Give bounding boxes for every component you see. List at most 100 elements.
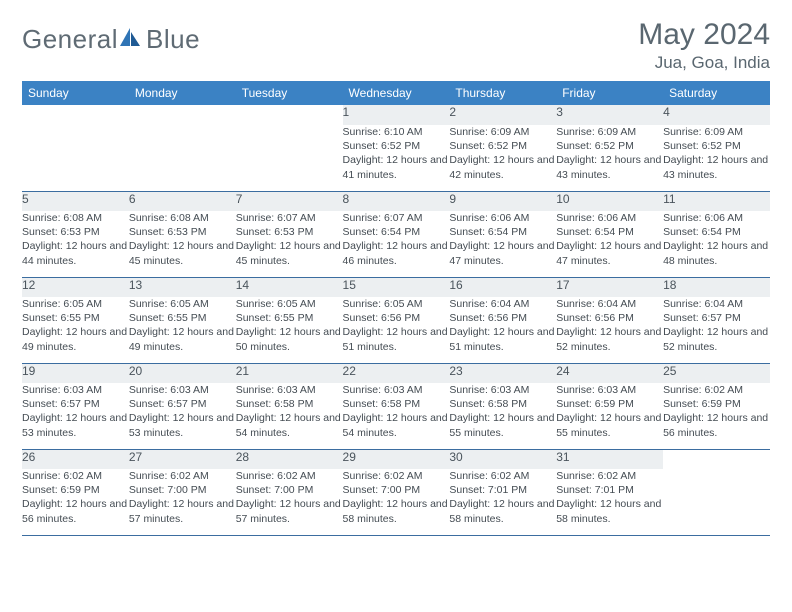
sunrise-line: Sunrise: 6:02 AM: [343, 469, 450, 483]
day-number-cell: [663, 449, 770, 469]
day-detail-cell: Sunrise: 6:03 AMSunset: 6:58 PMDaylight:…: [236, 383, 343, 449]
sunset-line: Sunset: 6:54 PM: [663, 225, 770, 239]
day-detail-cell: Sunrise: 6:06 AMSunset: 6:54 PMDaylight:…: [449, 211, 556, 277]
day-number-cell: 27: [129, 449, 236, 469]
day-number-cell: 18: [663, 277, 770, 297]
sunset-line: Sunset: 6:58 PM: [449, 397, 556, 411]
weekday-header: Tuesday: [236, 81, 343, 105]
day-number-cell: 7: [236, 191, 343, 211]
daylight-line: Daylight: 12 hours and 45 minutes.: [129, 239, 236, 267]
weekday-header: Friday: [556, 81, 663, 105]
day-number-cell: [129, 105, 236, 125]
daylight-line: Daylight: 12 hours and 49 minutes.: [129, 325, 236, 353]
daylight-line: Daylight: 12 hours and 48 minutes.: [663, 239, 770, 267]
daylight-line: Daylight: 12 hours and 58 minutes.: [343, 497, 450, 525]
sunrise-line: Sunrise: 6:07 AM: [343, 211, 450, 225]
day-detail-cell: Sunrise: 6:03 AMSunset: 6:58 PMDaylight:…: [343, 383, 450, 449]
sunset-line: Sunset: 6:56 PM: [556, 311, 663, 325]
sunset-line: Sunset: 7:00 PM: [236, 483, 343, 497]
sunset-line: Sunset: 6:53 PM: [129, 225, 236, 239]
day-number-cell: 6: [129, 191, 236, 211]
daylight-line: Daylight: 12 hours and 50 minutes.: [236, 325, 343, 353]
day-detail-cell: Sunrise: 6:06 AMSunset: 6:54 PMDaylight:…: [556, 211, 663, 277]
day-detail-cell: Sunrise: 6:03 AMSunset: 6:58 PMDaylight:…: [449, 383, 556, 449]
sunrise-line: Sunrise: 6:10 AM: [343, 125, 450, 139]
title-block: May 2024 Jua, Goa, India: [638, 18, 770, 73]
day-number-cell: 3: [556, 105, 663, 125]
weekday-header-row: Sunday Monday Tuesday Wednesday Thursday…: [22, 81, 770, 105]
day-detail-cell: Sunrise: 6:03 AMSunset: 6:57 PMDaylight:…: [22, 383, 129, 449]
sunset-line: Sunset: 6:54 PM: [556, 225, 663, 239]
day-detail-cell: Sunrise: 6:06 AMSunset: 6:54 PMDaylight:…: [663, 211, 770, 277]
daylight-line: Daylight: 12 hours and 58 minutes.: [449, 497, 556, 525]
day-number-cell: 12: [22, 277, 129, 297]
day-detail-cell: Sunrise: 6:03 AMSunset: 6:57 PMDaylight:…: [129, 383, 236, 449]
sunset-line: Sunset: 6:57 PM: [22, 397, 129, 411]
daylight-line: Daylight: 12 hours and 56 minutes.: [22, 497, 129, 525]
day-detail-cell: Sunrise: 6:09 AMSunset: 6:52 PMDaylight:…: [449, 125, 556, 191]
sunset-line: Sunset: 6:59 PM: [663, 397, 770, 411]
day-number-cell: 22: [343, 363, 450, 383]
sunset-line: Sunset: 6:53 PM: [236, 225, 343, 239]
sunset-line: Sunset: 6:59 PM: [556, 397, 663, 411]
day-number-cell: 30: [449, 449, 556, 469]
daylight-line: Daylight: 12 hours and 42 minutes.: [449, 153, 556, 181]
sunset-line: Sunset: 6:55 PM: [22, 311, 129, 325]
daylight-line: Daylight: 12 hours and 54 minutes.: [236, 411, 343, 439]
day-number-row: 567891011: [22, 191, 770, 211]
day-detail-cell: Sunrise: 6:05 AMSunset: 6:55 PMDaylight:…: [236, 297, 343, 363]
sunrise-line: Sunrise: 6:02 AM: [22, 469, 129, 483]
sunset-line: Sunset: 7:01 PM: [556, 483, 663, 497]
sunset-line: Sunset: 6:52 PM: [663, 139, 770, 153]
sunrise-line: Sunrise: 6:08 AM: [129, 211, 236, 225]
day-detail-cell: Sunrise: 6:09 AMSunset: 6:52 PMDaylight:…: [556, 125, 663, 191]
daylight-line: Daylight: 12 hours and 47 minutes.: [449, 239, 556, 267]
sunrise-line: Sunrise: 6:05 AM: [343, 297, 450, 311]
day-number-cell: 14: [236, 277, 343, 297]
day-detail-cell: Sunrise: 6:08 AMSunset: 6:53 PMDaylight:…: [22, 211, 129, 277]
daylight-line: Daylight: 12 hours and 54 minutes.: [343, 411, 450, 439]
sunrise-line: Sunrise: 6:04 AM: [556, 297, 663, 311]
day-number-cell: 23: [449, 363, 556, 383]
sunset-line: Sunset: 7:00 PM: [129, 483, 236, 497]
day-detail-cell: Sunrise: 6:04 AMSunset: 6:56 PMDaylight:…: [449, 297, 556, 363]
sunset-line: Sunset: 6:58 PM: [236, 397, 343, 411]
daylight-line: Daylight: 12 hours and 55 minutes.: [449, 411, 556, 439]
sunset-line: Sunset: 6:54 PM: [343, 225, 450, 239]
header: General Blue May 2024 Jua, Goa, India: [22, 18, 770, 73]
daylight-line: Daylight: 12 hours and 52 minutes.: [663, 325, 770, 353]
day-number-cell: 2: [449, 105, 556, 125]
sunset-line: Sunset: 6:56 PM: [343, 311, 450, 325]
sunrise-line: Sunrise: 6:03 AM: [343, 383, 450, 397]
daylight-line: Daylight: 12 hours and 56 minutes.: [663, 411, 770, 439]
sunset-line: Sunset: 6:52 PM: [449, 139, 556, 153]
weekday-header: Thursday: [449, 81, 556, 105]
day-detail-cell: [22, 125, 129, 191]
day-number-cell: 25: [663, 363, 770, 383]
daylight-line: Daylight: 12 hours and 44 minutes.: [22, 239, 129, 267]
sunrise-line: Sunrise: 6:07 AM: [236, 211, 343, 225]
day-detail-row: Sunrise: 6:05 AMSunset: 6:55 PMDaylight:…: [22, 297, 770, 363]
day-detail-cell: Sunrise: 6:02 AMSunset: 6:59 PMDaylight:…: [663, 383, 770, 449]
day-detail-cell: Sunrise: 6:02 AMSunset: 7:00 PMDaylight:…: [236, 469, 343, 535]
daylight-line: Daylight: 12 hours and 43 minutes.: [663, 153, 770, 181]
sunset-line: Sunset: 6:57 PM: [129, 397, 236, 411]
daylight-line: Daylight: 12 hours and 55 minutes.: [556, 411, 663, 439]
day-number-cell: [236, 105, 343, 125]
day-number-row: 262728293031: [22, 449, 770, 469]
daylight-line: Daylight: 12 hours and 52 minutes.: [556, 325, 663, 353]
sunrise-line: Sunrise: 6:02 AM: [236, 469, 343, 483]
sunrise-line: Sunrise: 6:02 AM: [449, 469, 556, 483]
sunset-line: Sunset: 6:56 PM: [449, 311, 556, 325]
day-detail-cell: Sunrise: 6:08 AMSunset: 6:53 PMDaylight:…: [129, 211, 236, 277]
sunrise-line: Sunrise: 6:03 AM: [449, 383, 556, 397]
daylight-line: Daylight: 12 hours and 46 minutes.: [343, 239, 450, 267]
daylight-line: Daylight: 12 hours and 43 minutes.: [556, 153, 663, 181]
day-number-cell: 31: [556, 449, 663, 469]
sunrise-line: Sunrise: 6:04 AM: [449, 297, 556, 311]
day-detail-cell: Sunrise: 6:09 AMSunset: 6:52 PMDaylight:…: [663, 125, 770, 191]
sunrise-line: Sunrise: 6:09 AM: [663, 125, 770, 139]
sunset-line: Sunset: 6:52 PM: [343, 139, 450, 153]
sunrise-line: Sunrise: 6:05 AM: [129, 297, 236, 311]
sunrise-line: Sunrise: 6:03 AM: [236, 383, 343, 397]
